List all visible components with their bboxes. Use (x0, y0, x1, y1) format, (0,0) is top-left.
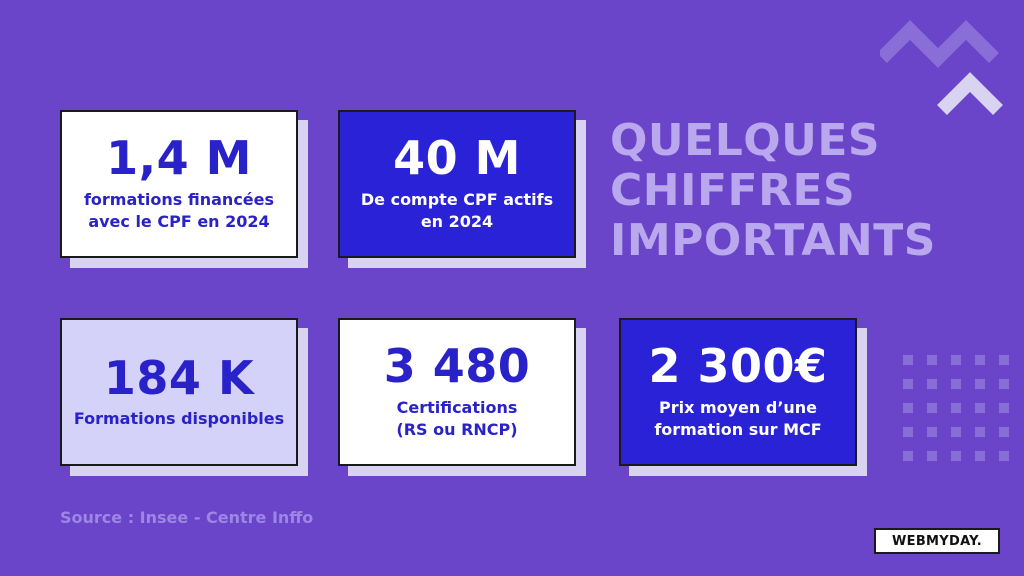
stat-label-line1: De compte CPF actifs (360, 189, 554, 209)
card-body: 3 480 Certifications (RS ou RNCP) (338, 318, 576, 466)
stat-value: 184 K (103, 350, 255, 405)
stat-card-prix-moyen: 2 300€ Prix moyen d’une formation sur MC… (619, 318, 867, 476)
stat-label: formations financées avec le CPF en 2024 (84, 189, 274, 234)
stat-value: 1,4 M (106, 131, 252, 186)
stat-card-certifications: 3 480 Certifications (RS ou RNCP) (338, 318, 586, 476)
stat-value: 2 300€ (648, 339, 828, 394)
dot-grid-decoration (903, 355, 1009, 461)
brand-logo: WEBMYDAY. (874, 528, 1000, 554)
stat-label-line2: avec le CPF en 2024 (88, 212, 270, 232)
source-note: Source : Insee - Centre Inffo (60, 508, 314, 527)
stat-label-line1: formations financées (83, 189, 275, 209)
chevron-decoration-icon (880, 20, 1003, 115)
stat-label-line2: formation sur MCF (654, 420, 822, 440)
card-body: 2 300€ Prix moyen d’une formation sur MC… (619, 318, 857, 466)
card-body: 1,4 M formations financées avec le CPF e… (60, 110, 298, 258)
stat-label: Prix moyen d’une formation sur MCF (654, 397, 821, 442)
card-body: 40 M De compte CPF actifs en 2024 (338, 110, 576, 258)
stat-label: De compte CPF actifs en 2024 (361, 189, 553, 234)
stat-label-line2: (RS ou RNCP) (396, 420, 518, 440)
title-line3: IMPORTANTS (610, 215, 936, 266)
stat-value: 3 480 (383, 339, 531, 394)
stat-label-line1: Formations disponibles (73, 408, 285, 428)
page-title: QUELQUES CHIFFRES IMPORTANTS (610, 116, 936, 266)
stat-label-line1: Certifications (396, 397, 518, 417)
stat-label: Certifications (RS ou RNCP) (396, 397, 517, 442)
title-line1: QUELQUES (610, 115, 881, 166)
stat-label-line1: Prix moyen d’une (658, 397, 818, 417)
stat-label-line2: en 2024 (420, 212, 494, 232)
stat-card-formations-financees: 1,4 M formations financées avec le CPF e… (60, 110, 308, 268)
title-line2: CHIFFRES (610, 165, 856, 216)
stat-value: 40 M (393, 131, 521, 186)
stat-card-formations-disponibles: 184 K Formations disponibles (60, 318, 308, 476)
stat-label: Formations disponibles (74, 408, 284, 430)
stat-card-comptes-cpf: 40 M De compte CPF actifs en 2024 (338, 110, 586, 268)
card-body: 184 K Formations disponibles (60, 318, 298, 466)
